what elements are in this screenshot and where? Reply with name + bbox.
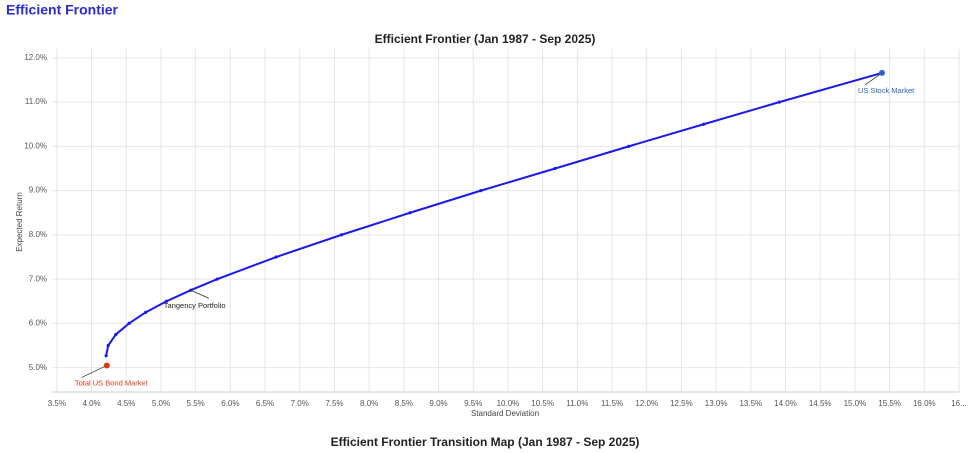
highlight-point xyxy=(189,289,192,292)
x-tick-label: 12.0% xyxy=(635,399,658,408)
highlight-point xyxy=(103,362,110,369)
frontier-point xyxy=(479,189,483,193)
x-tick-label: 8.5% xyxy=(395,399,413,408)
x-tick-label: 10.5% xyxy=(531,399,554,408)
y-axis-label: Expected Return xyxy=(15,192,24,252)
x-tick-label: 15.5% xyxy=(878,399,901,408)
x-tick-label: 13.0% xyxy=(705,399,728,408)
frontier-point xyxy=(104,354,108,358)
x-tick-label: 9.5% xyxy=(464,399,482,408)
x-tick-label: 12.5% xyxy=(670,399,693,408)
x-tick-label: 6.5% xyxy=(256,399,274,408)
x-tick-label: 9.0% xyxy=(429,399,447,408)
frontier-point xyxy=(339,233,343,237)
x-axis-label: Standard Deviation xyxy=(471,409,539,418)
x-tick-label: 16.0% xyxy=(913,399,936,408)
frontier-point xyxy=(553,166,557,171)
y-tick-label: 12.0% xyxy=(24,53,47,62)
x-tick-label: 7.0% xyxy=(291,399,309,408)
x-tick-label: 4.0% xyxy=(82,399,100,408)
annotation-leader xyxy=(190,289,209,299)
annotation-label: Tangency Portfolio xyxy=(164,301,226,310)
frontier-point xyxy=(106,343,110,348)
x-tick-label: 6.0% xyxy=(221,399,239,408)
section-title: Efficient Frontier Transition Map (Jan 1… xyxy=(331,435,640,449)
chart-title: Efficient Frontier (Jan 1987 - Sep 2025) xyxy=(375,32,596,46)
x-tick-label: 11.0% xyxy=(566,399,588,408)
annotation-label: US Stock Market xyxy=(858,86,915,95)
x-tick-label: 11.5% xyxy=(601,399,623,408)
y-tick-label: 5.0% xyxy=(29,363,47,372)
x-tick-label: 8.0% xyxy=(360,399,378,408)
x-tick-label: 10.0% xyxy=(497,399,520,408)
x-tick-label: 13.5% xyxy=(739,399,762,408)
y-tick-label: 11.0% xyxy=(25,97,47,106)
page-title: Efficient Frontier xyxy=(6,2,119,18)
frontier-point xyxy=(114,332,118,337)
frontier-point xyxy=(627,144,631,148)
x-tick-label: 5.5% xyxy=(187,399,205,408)
y-tick-label: 6.0% xyxy=(29,319,47,328)
frontier-point xyxy=(274,255,278,259)
x-tick-label: 15.0% xyxy=(844,399,867,408)
frontier-point xyxy=(215,277,219,281)
x-tick-label: 14.0% xyxy=(774,399,797,408)
x-tick-label: 5.0% xyxy=(152,399,170,408)
x-tick-label: 7.5% xyxy=(325,399,343,408)
frontier-point xyxy=(127,321,131,325)
y-tick-label: 7.0% xyxy=(29,274,47,283)
x-tick-label: 4.5% xyxy=(117,399,135,408)
frontier-point xyxy=(777,100,781,104)
frontier-point xyxy=(144,310,148,314)
annotation-leader xyxy=(81,365,107,378)
annotation-leader xyxy=(864,72,883,86)
y-tick-label: 10.0% xyxy=(24,141,47,150)
frontier-point xyxy=(408,211,412,215)
x-tick-label: 14.5% xyxy=(809,399,832,408)
annotation-label: Total US Bond Market xyxy=(75,378,149,387)
frontier-point xyxy=(702,122,706,126)
x-tick-label: 16... xyxy=(951,399,967,408)
y-tick-label: 8.0% xyxy=(29,230,47,239)
frontier-line xyxy=(105,71,883,356)
x-tick-label: 3.5% xyxy=(48,399,66,408)
highlight-point xyxy=(878,69,885,76)
frontier-point xyxy=(164,299,169,303)
y-tick-label: 9.0% xyxy=(29,186,47,195)
